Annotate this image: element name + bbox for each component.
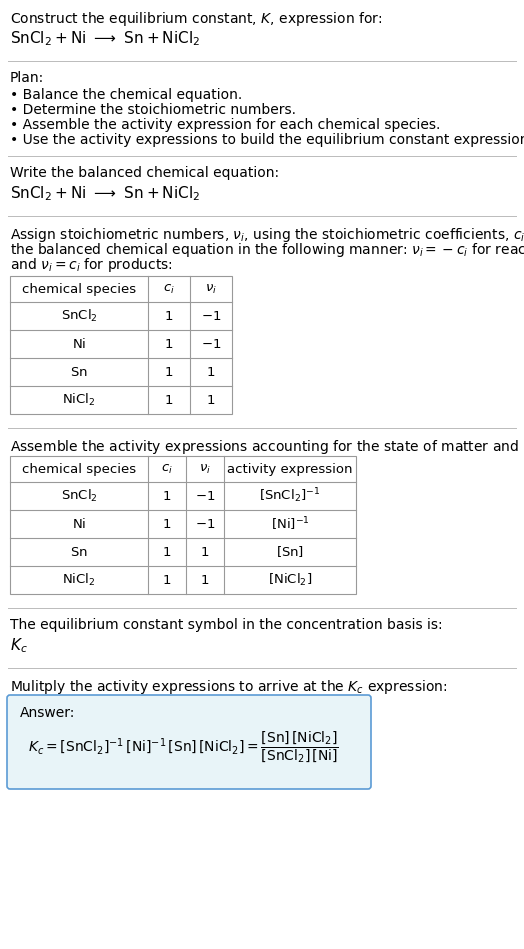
Text: $\mathrm{SnCl_2 + Ni \ \longrightarrow \ Sn + NiCl_2}$: $\mathrm{SnCl_2 + Ni \ \longrightarrow \…: [10, 184, 200, 203]
Text: $-1$: $-1$: [195, 517, 215, 530]
Text: $\mathrm{Sn}$: $\mathrm{Sn}$: [70, 365, 88, 379]
Text: Assign stoichiometric numbers, $\nu_i$, using the stoichiometric coefficients, $: Assign stoichiometric numbers, $\nu_i$, …: [10, 226, 524, 244]
Text: $\mathrm{SnCl_2 + Ni \ \longrightarrow \ Sn + NiCl_2}$: $\mathrm{SnCl_2 + Ni \ \longrightarrow \…: [10, 29, 200, 47]
Text: the balanced chemical equation in the following manner: $\nu_i = -c_i$ for react: the balanced chemical equation in the fo…: [10, 241, 524, 259]
Text: Plan:: Plan:: [10, 71, 44, 85]
Text: $1$: $1$: [200, 546, 210, 559]
Text: $K_c$: $K_c$: [10, 636, 28, 655]
Text: 1: 1: [165, 394, 173, 406]
Text: • Use the activity expressions to build the equilibrium constant expression.: • Use the activity expressions to build …: [10, 133, 524, 147]
Text: $-1$: $-1$: [195, 490, 215, 503]
Text: Mulitply the activity expressions to arrive at the $K_c$ expression:: Mulitply the activity expressions to arr…: [10, 678, 447, 696]
Text: $[\mathrm{NiCl_2}]$: $[\mathrm{NiCl_2}]$: [268, 572, 312, 588]
Text: $\mathrm{Sn}$: $\mathrm{Sn}$: [70, 546, 88, 559]
Text: 1: 1: [163, 490, 171, 503]
Text: $\mathrm{SnCl_2}$: $\mathrm{SnCl_2}$: [61, 488, 97, 504]
Text: $-1$: $-1$: [201, 309, 221, 323]
Text: $c_i$: $c_i$: [161, 462, 173, 475]
Text: $K_c = [\mathrm{SnCl_2}]^{-1}\,[\mathrm{Ni}]^{-1}\,[\mathrm{Sn}]\,[\mathrm{NiCl_: $K_c = [\mathrm{SnCl_2}]^{-1}\,[\mathrm{…: [28, 730, 339, 765]
Text: 1: 1: [165, 338, 173, 350]
Text: 1: 1: [163, 517, 171, 530]
Text: $\nu_i$: $\nu_i$: [205, 283, 217, 295]
Text: • Balance the chemical equation.: • Balance the chemical equation.: [10, 88, 242, 102]
Bar: [10, 456, 356, 594]
FancyBboxPatch shape: [7, 695, 371, 789]
Text: Write the balanced chemical equation:: Write the balanced chemical equation:: [10, 166, 279, 180]
Text: $[\mathrm{Ni}]^{-1}$: $[\mathrm{Ni}]^{-1}$: [270, 515, 309, 532]
Text: $\mathrm{NiCl_2}$: $\mathrm{NiCl_2}$: [62, 392, 96, 408]
Text: $[\mathrm{Sn}]$: $[\mathrm{Sn}]$: [276, 545, 304, 560]
Text: $\mathrm{NiCl_2}$: $\mathrm{NiCl_2}$: [62, 572, 96, 588]
Text: $\mathrm{SnCl_2}$: $\mathrm{SnCl_2}$: [61, 307, 97, 324]
Text: activity expression: activity expression: [227, 462, 353, 475]
Text: $1$: $1$: [206, 394, 215, 406]
Text: The equilibrium constant symbol in the concentration basis is:: The equilibrium constant symbol in the c…: [10, 618, 443, 632]
Text: $1$: $1$: [200, 573, 210, 586]
Text: $\mathrm{Ni}$: $\mathrm{Ni}$: [72, 337, 86, 351]
Text: 1: 1: [165, 365, 173, 379]
Bar: [10, 276, 232, 414]
Text: chemical species: chemical species: [22, 462, 136, 475]
Text: 1: 1: [163, 573, 171, 586]
Text: 1: 1: [165, 309, 173, 323]
Text: $\mathrm{Ni}$: $\mathrm{Ni}$: [72, 517, 86, 531]
Text: 1: 1: [163, 546, 171, 559]
Text: Assemble the activity expressions accounting for the state of matter and $\nu_i$: Assemble the activity expressions accoun…: [10, 438, 524, 456]
Text: Answer:: Answer:: [20, 706, 75, 720]
Text: $[\mathrm{SnCl_2}]^{-1}$: $[\mathrm{SnCl_2}]^{-1}$: [259, 487, 321, 506]
Text: $c_i$: $c_i$: [163, 283, 175, 295]
Text: Construct the equilibrium constant, $K$, expression for:: Construct the equilibrium constant, $K$,…: [10, 10, 383, 28]
Text: • Assemble the activity expression for each chemical species.: • Assemble the activity expression for e…: [10, 118, 440, 132]
Text: and $\nu_i = c_i$ for products:: and $\nu_i = c_i$ for products:: [10, 256, 173, 274]
Text: $-1$: $-1$: [201, 338, 221, 350]
Text: chemical species: chemical species: [22, 283, 136, 295]
Text: $\nu_i$: $\nu_i$: [199, 462, 211, 475]
Text: $1$: $1$: [206, 365, 215, 379]
Text: • Determine the stoichiometric numbers.: • Determine the stoichiometric numbers.: [10, 103, 296, 117]
